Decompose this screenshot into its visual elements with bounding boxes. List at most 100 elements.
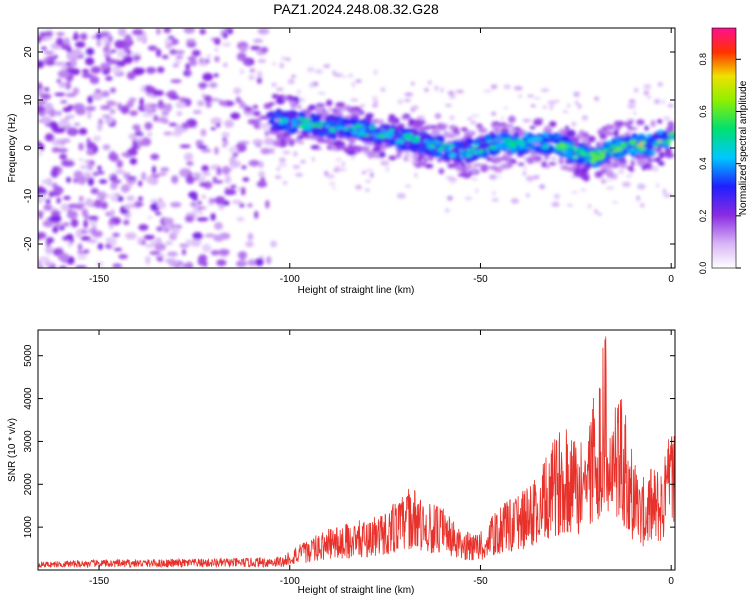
spectral-blob [558, 157, 564, 165]
spectral-blob [647, 133, 652, 138]
spectral-blob [109, 174, 115, 178]
spectral-blob [573, 147, 579, 153]
spectral-blob [624, 131, 632, 136]
spectral-amplitude-field [38, 28, 675, 268]
spectral-blob [487, 136, 493, 141]
spectral-blob [230, 184, 237, 189]
spectral-blob [472, 150, 478, 155]
spectral-blob [571, 191, 578, 194]
spectral-blob [612, 144, 618, 148]
spectral-blob [201, 165, 210, 172]
spectral-blob [594, 208, 598, 215]
spectral-blob [41, 116, 52, 125]
snr-series-line [38, 336, 675, 569]
spectral-blob [108, 225, 114, 230]
spectral-blob [154, 243, 167, 251]
spectral-blob [205, 100, 212, 109]
spectral-blob [98, 179, 108, 184]
spectral-blob [190, 238, 202, 248]
spectral-blob [164, 38, 173, 44]
spectral-blob [268, 102, 276, 106]
spectral-blob [545, 164, 551, 169]
spectral-blob [72, 87, 80, 95]
spectral-blob [527, 94, 534, 98]
spectral-blob [245, 241, 254, 248]
spectral-blob [622, 181, 631, 188]
spectral-blob [605, 170, 615, 178]
spectral-blob [395, 142, 401, 149]
spectral-blob [135, 129, 142, 133]
spectral-blob [451, 180, 455, 185]
spectral-blob [360, 145, 370, 153]
spectral-blob [184, 215, 195, 223]
spectral-blob [248, 159, 260, 167]
spectral-blob [78, 195, 84, 202]
spectral-blob [156, 226, 164, 232]
spectral-blob [181, 248, 186, 256]
spectral-blob [430, 128, 440, 137]
spectral-blob [80, 32, 88, 41]
spectral-blob [241, 165, 247, 170]
spectral-blob [56, 110, 62, 116]
spectral-blob [102, 144, 111, 151]
spectral-blob [81, 73, 93, 79]
spectral-blob [153, 114, 159, 122]
spectral-blob [200, 128, 207, 137]
spectral-blob [108, 153, 118, 161]
spectral-blob [385, 166, 390, 172]
spectral-blob [195, 139, 204, 147]
spectral-blob [477, 127, 488, 133]
spectral-blob [63, 43, 71, 48]
spectral-blob [83, 249, 90, 254]
spectral-blob [540, 88, 550, 92]
spectral-blob [599, 152, 606, 158]
spectral-blob [135, 202, 144, 206]
spectral-blob [247, 232, 254, 241]
spectral-blob [584, 154, 591, 158]
spectral-blob [109, 49, 117, 53]
spectral-blob [139, 97, 144, 106]
spectral-blob [126, 195, 135, 201]
spectral-blob [186, 41, 197, 48]
spectrogram-y-tick-label: 10 [23, 94, 34, 106]
spectral-blob [273, 127, 280, 131]
spectral-blob [152, 89, 164, 97]
spectral-blob [657, 119, 663, 124]
spectral-blob [56, 127, 66, 134]
spectral-blob [96, 39, 102, 47]
spectral-blob [491, 198, 499, 202]
spectral-blob [242, 177, 250, 182]
spectral-blob [355, 123, 362, 128]
spectral-blob [351, 125, 357, 130]
spectral-blob [281, 56, 288, 61]
spectral-blob [447, 90, 455, 96]
spectral-blob [402, 145, 408, 151]
spectral-blob [38, 194, 46, 203]
spectral-blob [196, 100, 205, 107]
spectral-blob [645, 137, 651, 142]
spectral-blob [491, 156, 496, 161]
spectral-blob [155, 48, 162, 58]
spectral-blob [376, 119, 385, 125]
spectral-blob [524, 132, 529, 139]
spectral-blob [559, 147, 568, 151]
spectral-blob [45, 198, 51, 204]
spectral-blob [427, 140, 432, 145]
spectral-blob [549, 145, 555, 151]
spectral-blob [436, 141, 442, 146]
spectral-blob [54, 92, 66, 97]
spectral-blob [636, 195, 640, 199]
spectral-blob [56, 32, 65, 36]
spectral-blob [404, 184, 412, 188]
spectral-blob [247, 203, 253, 208]
spectral-blob [341, 75, 349, 78]
spectral-blob [587, 135, 596, 143]
spectral-blob [399, 127, 405, 131]
spectral-blob [534, 138, 540, 142]
spectral-blob [286, 57, 291, 61]
spectral-blob [57, 69, 70, 79]
spectral-blob [609, 151, 614, 156]
spectral-blob [388, 114, 396, 119]
spectral-blob [105, 76, 113, 81]
spectral-blob [601, 163, 610, 170]
